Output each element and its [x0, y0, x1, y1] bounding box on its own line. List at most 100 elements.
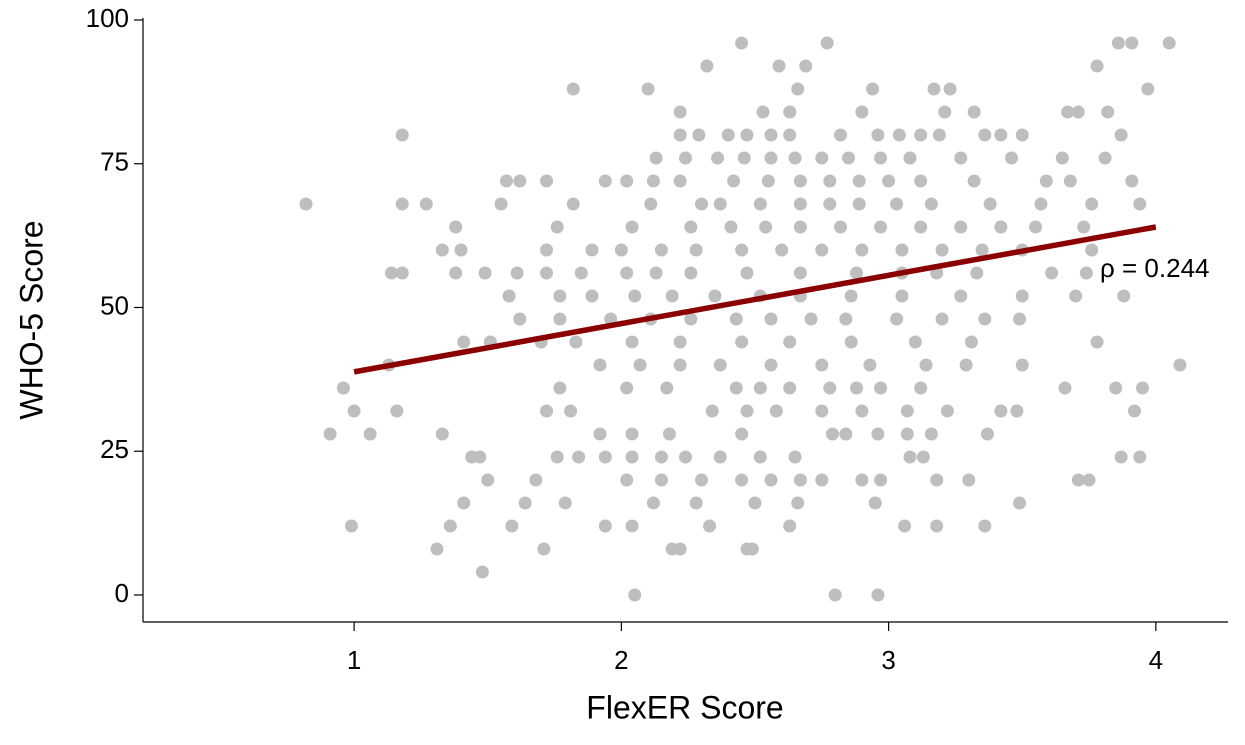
- point: [1029, 220, 1043, 234]
- point: [323, 427, 337, 441]
- point: [598, 174, 612, 188]
- point: [954, 151, 968, 165]
- x-axis-title: FlexER Score: [586, 689, 783, 725]
- y-tick-label: 75: [100, 147, 129, 177]
- point: [574, 266, 588, 280]
- point: [954, 289, 968, 303]
- point: [994, 404, 1008, 418]
- point: [874, 220, 888, 234]
- point: [793, 220, 807, 234]
- point: [540, 174, 554, 188]
- point: [1015, 358, 1029, 372]
- point: [435, 427, 449, 441]
- point: [1071, 105, 1085, 119]
- point: [390, 404, 404, 418]
- point: [1085, 197, 1099, 211]
- point: [914, 381, 928, 395]
- point: [336, 381, 350, 395]
- point: [641, 82, 655, 96]
- point: [625, 220, 639, 234]
- point: [646, 174, 660, 188]
- point: [924, 427, 938, 441]
- point: [572, 450, 586, 464]
- point: [1069, 289, 1083, 303]
- point: [823, 197, 837, 211]
- point: [874, 381, 888, 395]
- point: [454, 243, 468, 257]
- point: [1010, 404, 1024, 418]
- point: [855, 473, 869, 487]
- point: [852, 197, 866, 211]
- y-tick-label: 50: [100, 290, 129, 320]
- point: [932, 128, 946, 142]
- point: [825, 427, 839, 441]
- point: [654, 450, 668, 464]
- point: [980, 427, 994, 441]
- point: [713, 197, 727, 211]
- point: [1114, 128, 1128, 142]
- point: [783, 335, 797, 349]
- point: [620, 174, 634, 188]
- point: [788, 151, 802, 165]
- point: [540, 404, 554, 418]
- point: [695, 473, 709, 487]
- point: [395, 197, 409, 211]
- point: [729, 312, 743, 326]
- point: [684, 266, 698, 280]
- point: [823, 381, 837, 395]
- point: [540, 243, 554, 257]
- point: [473, 450, 487, 464]
- point: [871, 588, 885, 602]
- point: [793, 473, 807, 487]
- point: [834, 220, 847, 234]
- point: [1058, 381, 1072, 395]
- point: [903, 450, 917, 464]
- point: [855, 404, 869, 418]
- point: [673, 542, 687, 556]
- y-tick-label: 0: [115, 578, 129, 608]
- point: [553, 312, 567, 326]
- point: [930, 519, 944, 533]
- point: [695, 197, 709, 211]
- point: [919, 358, 933, 372]
- point: [943, 82, 957, 96]
- point: [890, 197, 904, 211]
- point: [540, 266, 554, 280]
- point: [1077, 220, 1091, 234]
- point: [793, 174, 807, 188]
- point: [882, 174, 896, 188]
- point: [908, 335, 922, 349]
- point: [727, 174, 741, 188]
- point: [1162, 36, 1176, 50]
- point: [443, 519, 457, 533]
- point: [1063, 174, 1077, 188]
- point: [713, 358, 727, 372]
- point: [1141, 82, 1155, 96]
- point: [705, 404, 719, 418]
- point: [569, 335, 583, 349]
- point: [783, 105, 797, 119]
- point: [935, 243, 949, 257]
- point: [662, 427, 676, 441]
- point: [804, 312, 818, 326]
- point: [711, 151, 725, 165]
- point: [828, 588, 842, 602]
- point: [1034, 197, 1048, 211]
- point: [855, 243, 869, 257]
- point: [874, 151, 888, 165]
- point: [684, 312, 698, 326]
- point: [1098, 151, 1112, 165]
- point: [895, 289, 909, 303]
- point: [649, 151, 663, 165]
- point: [566, 82, 580, 96]
- point: [967, 174, 981, 188]
- point: [892, 128, 906, 142]
- point: [1173, 358, 1187, 372]
- point: [1055, 151, 1069, 165]
- point: [935, 312, 949, 326]
- point: [764, 473, 778, 487]
- point: [820, 36, 834, 50]
- point: [505, 519, 519, 533]
- point: [529, 473, 543, 487]
